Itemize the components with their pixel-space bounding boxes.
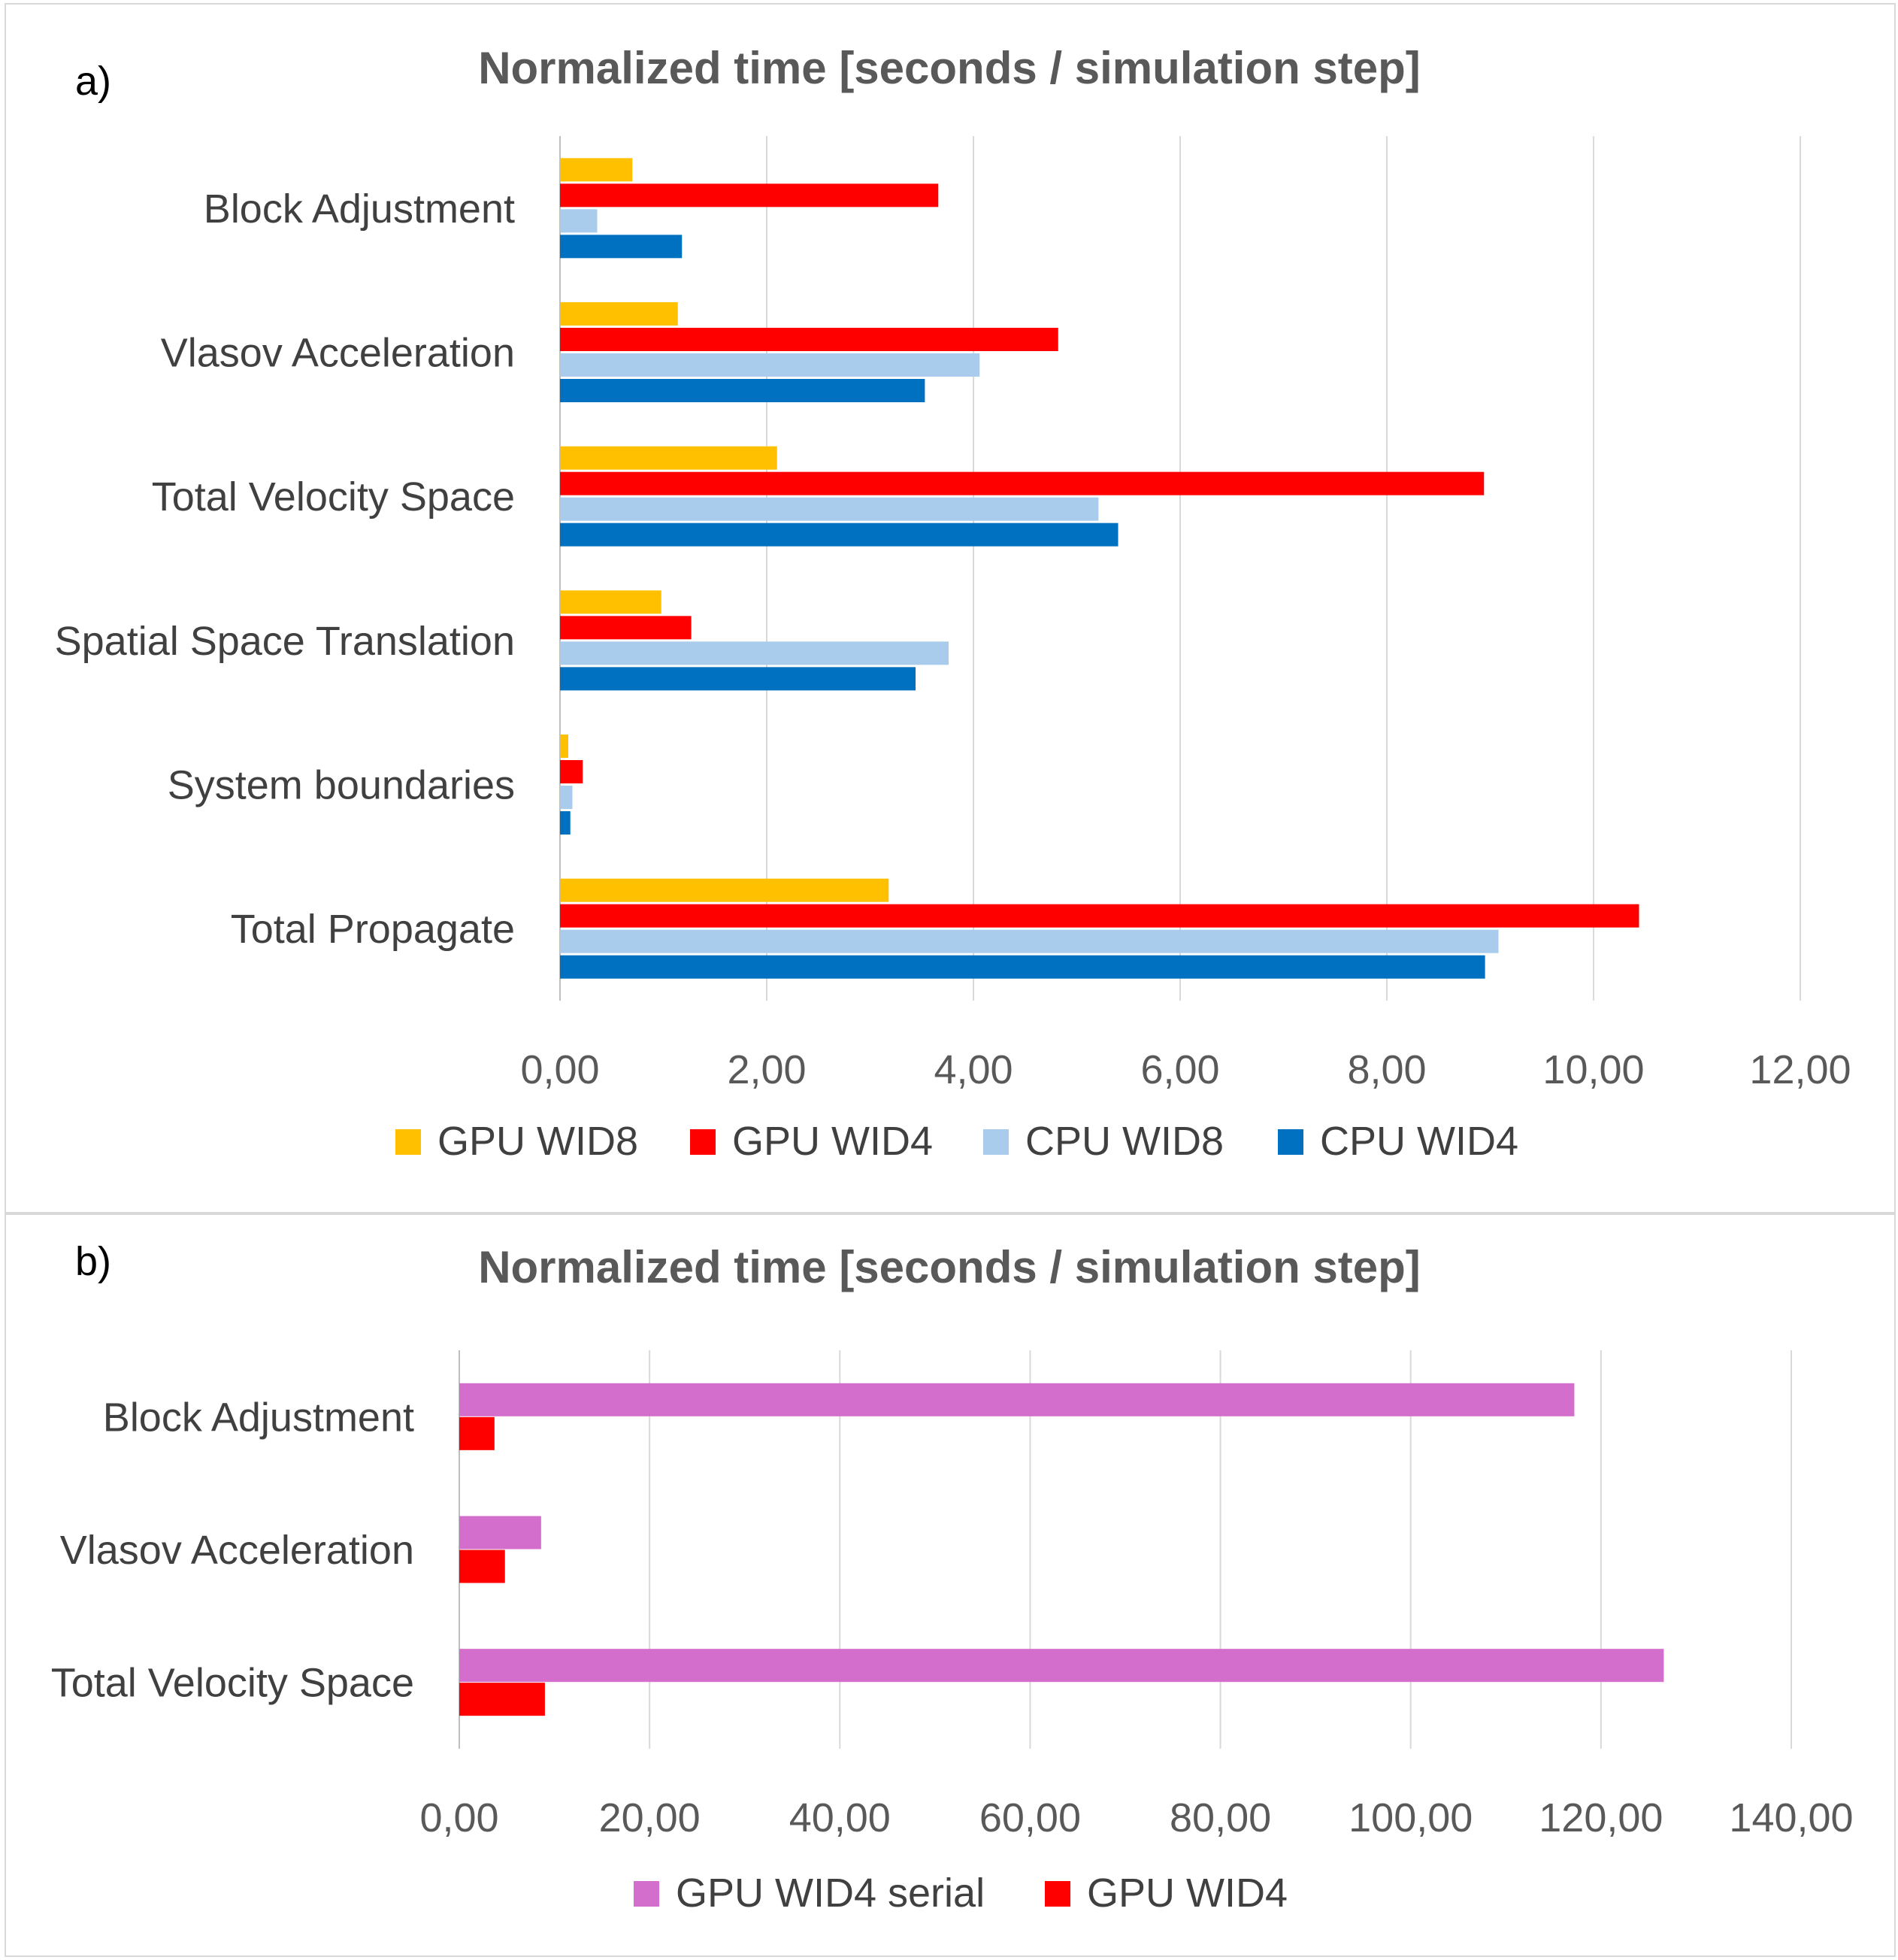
legend-b-label-gpu-wid4-serial: GPU WID4 serial	[676, 1871, 985, 1916]
chart-b-x-tick-label: 20,00	[599, 1795, 701, 1840]
chart-a-x-tick-label: 4,00	[934, 1047, 1013, 1092]
legend-a-label-cpu-wid8: CPU WID8	[1025, 1119, 1224, 1164]
chart-a-category-label: Spatial Space Translation	[55, 619, 515, 664]
bar-a-gpu-wid4-block-adjustment	[560, 183, 939, 208]
bar-a-gpu-wid4-total-propagate	[560, 904, 1639, 928]
chart-b-category-label: Vlasov Acceleration	[60, 1528, 414, 1573]
chart-b-x-tick-label: 0,00	[419, 1795, 498, 1840]
legend-a-swatch-cpu-wid8	[983, 1129, 1009, 1155]
bar-b-gpu-wid4-block-adjustment	[459, 1416, 495, 1450]
chart-a-svg: a) Normalized time [seconds / simulation …	[55, 43, 1851, 1164]
chart-b-x-tick-label: 40,00	[789, 1795, 891, 1840]
chart-a-category-label: Block Adjustment	[204, 186, 515, 232]
bar-a-gpu-wid8-spatial-space-translation	[560, 590, 661, 614]
legend-a-swatch-gpu-wid8	[395, 1129, 421, 1155]
chart-a-x-tick-label: 10,00	[1542, 1047, 1644, 1092]
bar-b-gpu-wid4-total-velocity-space	[459, 1683, 545, 1716]
bar-a-cpu-wid4-total-propagate	[560, 955, 1485, 979]
bar-a-cpu-wid4-total-velocity-space	[560, 523, 1119, 547]
chart-b-x-tick-label: 120,00	[1539, 1795, 1663, 1840]
chart-a-category-label: Total Propagate	[231, 907, 515, 952]
bar-a-cpu-wid4-spatial-space-translation	[560, 667, 916, 691]
legend-a-label-gpu-wid4: GPU WID4	[732, 1119, 933, 1164]
bar-b-gpu-wid4-serial-vlasov-acceleration	[459, 1516, 541, 1550]
chart-a-x-tick-label: 12,00	[1749, 1047, 1851, 1092]
chart-a-category-label: Vlasov Acceleration	[161, 331, 515, 376]
legend-a-label-gpu-wid8: GPU WID8	[437, 1119, 638, 1164]
bar-a-gpu-wid8-vlasov-acceleration	[560, 302, 678, 326]
bar-a-cpu-wid8-total-velocity-space	[560, 497, 1099, 521]
chart-b-x-tick-label: 60,00	[979, 1795, 1081, 1840]
chart-a-category-label: Total Velocity Space	[152, 474, 515, 520]
bar-a-gpu-wid8-total-propagate	[560, 878, 889, 902]
bar-a-cpu-wid8-spatial-space-translation	[560, 641, 949, 665]
bar-b-gpu-wid4-serial-block-adjustment	[459, 1383, 1575, 1416]
chart-a-x-tick-label: 2,00	[727, 1047, 806, 1092]
chart-b-svg: b) Normalized time [seconds / simulation …	[51, 1239, 1854, 1916]
bar-a-cpu-wid8-block-adjustment	[560, 209, 598, 233]
chart-a-title: Normalized time [seconds / simulation st…	[478, 43, 1421, 93]
bar-a-gpu-wid4-total-velocity-space	[560, 471, 1485, 495]
chart-a-x-tick-label: 0,00	[520, 1047, 599, 1092]
legend-a-label-cpu-wid4: CPU WID4	[1320, 1119, 1518, 1164]
bar-a-gpu-wid8-system-boundaries	[560, 735, 568, 758]
chart-b-x-tick-label: 80,00	[1170, 1795, 1271, 1840]
chart-b-title: Normalized time [seconds / simulation st…	[478, 1242, 1421, 1292]
bar-a-gpu-wid4-system-boundaries	[560, 760, 583, 783]
chart-b-category-label: Block Adjustment	[103, 1395, 414, 1440]
panel-b-label: b)	[75, 1239, 111, 1284]
legend-a-swatch-cpu-wid4	[1278, 1129, 1303, 1155]
chart-a-category-label: System boundaries	[168, 763, 515, 808]
bar-a-cpu-wid4-system-boundaries	[560, 811, 571, 835]
bar-a-gpu-wid4-vlasov-acceleration	[560, 328, 1058, 351]
bar-a-cpu-wid4-block-adjustment	[560, 235, 683, 259]
chart-b-category-label: Total Velocity Space	[51, 1661, 414, 1706]
bar-a-gpu-wid4-spatial-space-translation	[560, 616, 692, 640]
bar-a-cpu-wid4-vlasov-acceleration	[560, 379, 925, 402]
bar-b-gpu-wid4-serial-total-velocity-space	[459, 1649, 1664, 1683]
chart-b-x-tick-label: 100,00	[1349, 1795, 1473, 1840]
legend-b-swatch-gpu-wid4	[1045, 1881, 1070, 1907]
panel-a-label: a)	[75, 59, 111, 104]
chart-a-x-tick-label: 6,00	[1140, 1047, 1219, 1092]
legend-a-swatch-gpu-wid4	[690, 1129, 716, 1155]
chart-panel-b: b) Normalized time [seconds / simulation …	[5, 1213, 1896, 1957]
legend-b-label-gpu-wid4: GPU WID4	[1087, 1871, 1288, 1916]
bar-a-cpu-wid8-total-propagate	[560, 929, 1499, 953]
legend-b-swatch-gpu-wid4-serial	[634, 1881, 659, 1907]
chart-a-x-tick-label: 8,00	[1347, 1047, 1426, 1092]
bar-a-cpu-wid8-system-boundaries	[560, 786, 573, 809]
bar-b-gpu-wid4-vlasov-acceleration	[459, 1550, 505, 1583]
chart-b-x-tick-label: 140,00	[1729, 1795, 1853, 1840]
bar-a-gpu-wid8-block-adjustment	[560, 158, 633, 182]
bar-a-cpu-wid8-vlasov-acceleration	[560, 353, 980, 377]
chart-panel-a: a) Normalized time [seconds / simulation …	[5, 3, 1896, 1213]
bar-a-gpu-wid8-total-velocity-space	[560, 446, 777, 470]
